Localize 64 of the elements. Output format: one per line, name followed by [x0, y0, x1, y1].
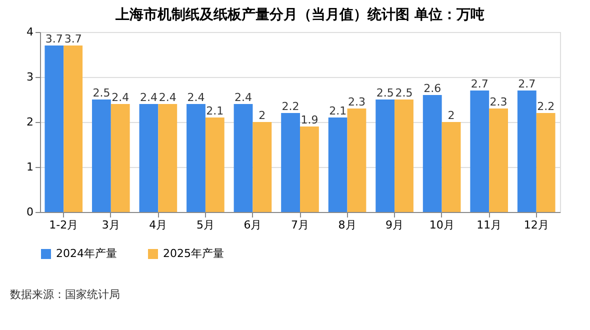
- bar: [158, 104, 178, 212]
- data-label: 2.4: [140, 91, 158, 104]
- data-label: 3.7: [64, 32, 82, 46]
- x-tick-label: 4月: [149, 218, 168, 232]
- bar: [347, 108, 366, 212]
- bar: [394, 100, 414, 212]
- data-label: 2.2: [282, 100, 300, 113]
- bar: [517, 90, 536, 212]
- bar: [252, 122, 272, 212]
- data-label: 2.4: [187, 91, 205, 104]
- data-label: 2.4: [234, 91, 252, 104]
- x-tick-label: 1-2月: [49, 218, 78, 232]
- data-label: 2.1: [329, 104, 347, 118]
- data-label: 2.4: [158, 91, 176, 104]
- bar: [300, 126, 319, 212]
- data-label: 2.3: [490, 96, 508, 108]
- bar: [110, 104, 130, 212]
- bar: [234, 104, 253, 212]
- x-tick-label: 5月: [196, 218, 214, 232]
- data-label: 2.2: [537, 100, 555, 113]
- x-tick-label: 12月: [524, 218, 549, 232]
- data-label: 2.6: [424, 82, 442, 95]
- x-tick-label: 10月: [429, 218, 454, 232]
- bar: [281, 113, 300, 212]
- data-label: 2.4: [112, 91, 130, 104]
- bar: [205, 118, 224, 212]
- bar: [376, 100, 395, 212]
- y-tick-label: 3: [26, 70, 34, 84]
- data-label: 2.5: [395, 86, 413, 100]
- legend-label: 2025年产量: [163, 247, 224, 260]
- data-label: 2.5: [92, 86, 110, 100]
- chart-title: 上海市机制纸及纸板产量分月（当月值）统计图 单位：万吨: [114, 6, 484, 23]
- legend-label: 2024年产量: [56, 247, 117, 260]
- bar: [422, 95, 442, 212]
- bar: [536, 113, 556, 212]
- bar: [92, 100, 111, 212]
- data-label: 2.5: [376, 86, 394, 100]
- data-label: 3.7: [45, 32, 63, 46]
- x-tick-label: 7月: [291, 218, 309, 232]
- y-tick-label: 2: [26, 116, 34, 128]
- data-label: 2.3: [348, 96, 366, 108]
- bar: [328, 118, 348, 212]
- data-label: 1.9: [300, 114, 318, 126]
- bar: [470, 90, 490, 212]
- x-tick-label: 9月: [386, 218, 404, 232]
- y-tick-label: 1: [26, 160, 34, 174]
- bar: [489, 108, 508, 212]
- data-label: 2.7: [518, 78, 536, 90]
- data-label: 2.1: [206, 104, 224, 118]
- x-tick-label: 8月: [338, 218, 356, 232]
- bar: [442, 122, 461, 212]
- bar: [44, 46, 64, 212]
- y-tick-label: 0: [26, 206, 34, 218]
- data-label: 2: [258, 109, 266, 122]
- y-tick-label: 4: [26, 26, 34, 38]
- bar: [186, 104, 206, 212]
- x-tick-label: 6月: [244, 218, 262, 232]
- data-label: 2.7: [470, 78, 488, 90]
- x-tick-label: 3月: [102, 218, 120, 232]
- bar: [64, 46, 83, 212]
- data-label: 2: [448, 109, 455, 122]
- bar: [139, 104, 158, 212]
- x-tick-label: 11月: [476, 218, 502, 232]
- source-note: 数据来源：国家统计局: [10, 288, 120, 301]
